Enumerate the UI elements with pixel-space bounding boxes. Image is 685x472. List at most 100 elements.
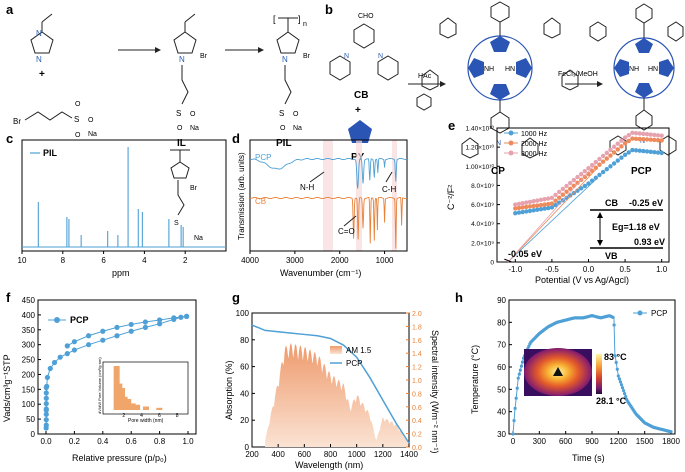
e-point-1 <box>564 189 569 194</box>
f-isotherm <box>43 313 190 431</box>
il-o: O <box>190 111 196 118</box>
e-y-axis: 0 2.0×10⁹ 4.0×10⁹ 6.0×10⁹ 8.0×10⁹ 1.00×10¹⁰ 1.… <box>466 125 500 267</box>
h-point <box>616 374 620 378</box>
e-legend: 1000 Hz 2000 Hz 3000 Hz <box>504 130 548 158</box>
e-point-0 <box>524 209 529 214</box>
f-ads-point <box>43 406 49 412</box>
e-point-2 <box>531 199 536 204</box>
h-point <box>615 367 619 371</box>
f-plot-frame <box>37 299 197 435</box>
e-point-0 <box>538 206 544 212</box>
e-point-0 <box>549 205 555 210</box>
panel-d-label: d <box>232 131 240 146</box>
f-inset-tick: 6 <box>158 413 161 419</box>
f-y-axis: 0 50 100 150 200 250 300 350 400 450 <box>22 296 41 439</box>
pcp-hn: HN <box>648 66 658 73</box>
g-xtick-label: 1200 <box>374 450 392 459</box>
f-ytick-label: 150 <box>22 385 36 394</box>
e-point-2 <box>571 177 577 183</box>
f-inset-bar <box>143 406 149 410</box>
pyrrole-structure <box>348 120 372 143</box>
e-legend-3000: 3000 Hz <box>521 151 548 158</box>
e-point-0 <box>630 147 635 153</box>
g-ylabel: Absorption (%) <box>224 360 234 420</box>
e-point-0 <box>513 210 518 216</box>
pcp-label: PCP <box>631 166 652 177</box>
e-point-1 <box>516 205 522 211</box>
e-point-2 <box>659 133 664 138</box>
e-point-2 <box>589 162 595 168</box>
g-xtick-label: 800 <box>324 450 338 459</box>
e-point-0 <box>527 208 533 214</box>
f-ads-point <box>47 365 53 372</box>
e-point-1 <box>535 203 540 208</box>
f-legend: PCP <box>70 315 89 325</box>
e-point-2 <box>513 202 518 207</box>
e-point-0 <box>626 150 631 155</box>
pil-label: PIL <box>276 138 292 149</box>
e-point-2 <box>630 130 635 135</box>
h-xtick-label: 300 <box>533 437 547 446</box>
cp-n: N <box>496 140 501 147</box>
f-ytick-label: 200 <box>22 370 36 379</box>
e-point-2 <box>633 130 639 136</box>
pil-o: O <box>293 111 299 118</box>
e-point-1 <box>608 153 613 158</box>
d-series-cb <box>249 196 408 249</box>
f-ytick-label: 100 <box>22 400 36 409</box>
f-inset-tick: 4 <box>140 413 143 419</box>
f-ads-point <box>100 337 106 343</box>
panel-a: a N N + Br S O O O Na N Br <box>6 2 311 149</box>
phenol-icon <box>416 93 432 111</box>
b-hac: HAc <box>418 73 432 80</box>
f-ads-point <box>43 417 49 423</box>
e-point-0 <box>600 169 606 175</box>
d-tick-label: 4000 <box>241 256 259 265</box>
f-ads-point <box>44 374 51 381</box>
e-ytick-label: 0 <box>490 260 494 267</box>
e-point-0 <box>586 181 591 186</box>
e-ytick-label: 6.0×10⁹ <box>471 202 494 209</box>
e-x-axis: -1.0 -0.5 0.0 0.5 1.0 <box>508 259 668 274</box>
e-point-2 <box>608 147 613 153</box>
e-point-2 <box>516 201 522 207</box>
h-ytick-label: 50 <box>497 385 506 394</box>
e-point-1 <box>619 144 624 149</box>
f-des-point <box>128 321 134 328</box>
a-arrow-1-head <box>155 47 161 53</box>
e-point-0 <box>553 202 558 208</box>
e-series <box>504 130 664 263</box>
d-xlabel: Wavenumber (cm⁻¹) <box>280 268 361 278</box>
e-point-2 <box>524 200 529 205</box>
il-na: Na <box>190 125 199 132</box>
e-point-1 <box>520 205 525 210</box>
panel-g-label: g <box>232 290 240 305</box>
e-eg: Eg=1.18 eV <box>612 222 660 232</box>
e-point-2 <box>626 132 631 138</box>
c-pil-structure-inset: Br S Na <box>170 149 203 242</box>
f-ytick-label: 0 <box>31 430 36 439</box>
e-point-1 <box>611 150 617 155</box>
e-point-1 <box>648 137 653 142</box>
f-des-point <box>183 313 190 319</box>
h-xtick-label: 1200 <box>609 437 627 446</box>
h-point <box>669 430 673 434</box>
d-tick-label: 2000 <box>331 256 349 265</box>
d-co: C=O <box>338 227 355 236</box>
h-point <box>513 406 517 410</box>
e-point-1 <box>604 156 609 161</box>
e-point-2 <box>546 196 551 201</box>
e-point-1 <box>633 136 639 141</box>
e-band-diagram: CB VB -0.25 eV Eg=1.18 eV 0.93 eV <box>590 198 665 261</box>
f-des-point <box>64 343 70 349</box>
c-xlabel: ppm <box>112 268 130 278</box>
e-point-2 <box>644 132 650 137</box>
f-ads-point <box>51 359 58 366</box>
e-cb: CB <box>605 198 618 208</box>
f-des-point <box>171 315 177 321</box>
e-point-2 <box>597 156 602 162</box>
h-point <box>617 377 621 381</box>
d-series-pcp <box>249 157 408 189</box>
e-point-2 <box>615 141 620 146</box>
